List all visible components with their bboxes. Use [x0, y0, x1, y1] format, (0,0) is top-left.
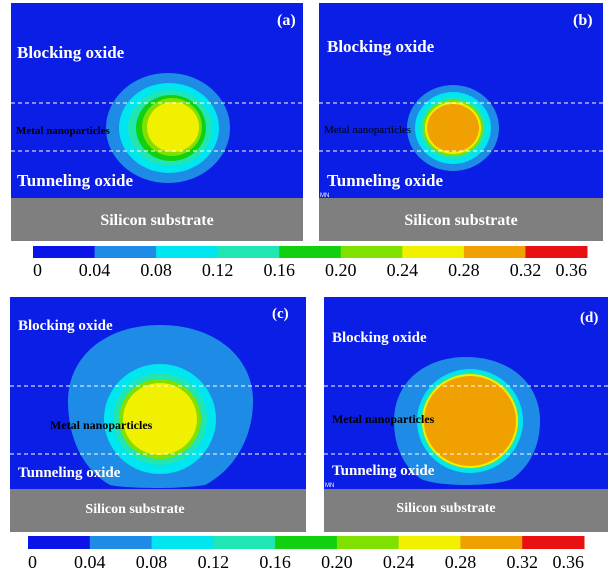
silicon-substrate-label: Silicon substrate [85, 502, 184, 517]
tunneling-oxide-label: Tunneling oxide [327, 171, 444, 190]
colorbar-tick-label: 0.12 [202, 260, 234, 280]
colorbar-tick-label: 0.08 [140, 260, 172, 280]
colorbar-tick-label: 0 [28, 552, 37, 572]
silicon-substrate-label: Silicon substrate [396, 501, 495, 516]
metal-nanoparticle-core [427, 104, 479, 152]
tunneling-oxide-label: Tunneling oxide [332, 463, 435, 479]
colorbar-segment [398, 536, 461, 549]
silicon-substrate-region [10, 489, 306, 532]
silicon-substrate-label: Silicon substrate [100, 212, 213, 229]
colorbar-segment [402, 246, 465, 258]
metal-nanoparticles-label: Metal nanoparticles [324, 124, 411, 136]
colorbar-tick-label: 0.28 [445, 552, 477, 572]
colorbar-segment [94, 246, 157, 258]
colorbar-tick-label: 0 [33, 260, 42, 280]
tunneling-oxide-label: Tunneling oxide [17, 171, 134, 190]
mn-mark: MN [320, 193, 329, 199]
tunneling-oxide-label: Tunneling oxide [18, 465, 121, 481]
metal-nanoparticle-core [123, 383, 197, 455]
blocking-oxide-label: Blocking oxide [17, 43, 125, 62]
colorbar-tick-label: 0.12 [198, 552, 230, 572]
panel-c: (c) Blocking oxide Metal nanoparticles T… [10, 297, 306, 532]
colorbar-segment [275, 536, 338, 549]
metal-nanoparticles-label: Metal nanoparticles [332, 412, 435, 426]
colorbar-tick-label: 0.04 [74, 552, 106, 572]
contour-field [106, 73, 230, 183]
colorbar-segment [213, 536, 276, 549]
colorbar-tick-label: 0.36 [553, 552, 585, 572]
silicon-substrate-region [319, 198, 603, 241]
panel-d: (d) Blocking oxide Metal nanoparticles T… [324, 297, 608, 532]
colorbar-tick-label: 0.08 [136, 552, 168, 572]
colorbar-tick-label: 0.24 [383, 552, 415, 572]
colorbar-segment [525, 246, 588, 258]
colorbar-segment [463, 246, 526, 258]
colorbar-segment [336, 536, 400, 549]
contour-field [394, 357, 540, 485]
colorbar-segment [460, 536, 523, 549]
metal-nanoparticle-core [424, 376, 516, 466]
panel-label: (c) [272, 306, 289, 322]
colorbar-segment [28, 536, 91, 549]
blocking-oxide-label: Blocking oxide [327, 37, 435, 56]
colorbar-tick-label: 0.16 [259, 552, 291, 572]
blocking-oxide-label: Blocking oxide [332, 330, 427, 346]
colorbar-tick-label: 0.32 [510, 260, 542, 280]
colorbar-segment [522, 536, 585, 549]
colorbar-segment [151, 536, 214, 549]
colorbar-segment [217, 246, 280, 258]
colorbar-tick-label: 0.28 [448, 260, 480, 280]
colorbar-tick-label: 0.16 [263, 260, 295, 280]
contour-field [68, 325, 253, 488]
colorbar-segment [33, 246, 96, 258]
colorbar-segment [279, 246, 342, 258]
silicon-substrate-label: Silicon substrate [404, 212, 517, 229]
contour-field [407, 85, 499, 171]
mn-mark: MN [325, 483, 334, 489]
colorbar-segment [340, 246, 403, 258]
metal-nanoparticles-label: Metal nanoparticles [16, 125, 111, 137]
panel-label: (d) [580, 310, 598, 326]
panel-b: (b) Blocking oxide Metal nanoparticles T… [319, 3, 603, 241]
colorbar-tick-label: 0.36 [556, 260, 588, 280]
colorbar-segment [89, 536, 153, 549]
colorbar-tick-label: 0.24 [387, 260, 419, 280]
colorbar-tick-label: 0.20 [325, 260, 357, 280]
panel-label: (b) [573, 12, 593, 29]
panel-a: (a) Blocking oxide Metal nanoparticles T… [11, 3, 303, 241]
metal-nanoparticles-label: Metal nanoparticles [50, 418, 153, 432]
colorbar-tick-label: 0.20 [321, 552, 353, 572]
blocking-oxide-label: Blocking oxide [18, 318, 113, 334]
panel-label: (a) [277, 12, 296, 29]
colorbar-top: 0 0.04 0.08 0.12 0.16 0.20 0.24 0.28 0.32 0.36 [0, 246, 614, 286]
colorbar-tick-label: 0.04 [79, 260, 111, 280]
metal-nanoparticle-core [147, 102, 199, 152]
colorbar-tick-label: 0.32 [506, 552, 538, 572]
colorbar-bottom: 0 0.04 0.08 0.12 0.16 0.20 0.24 0.28 0.32 0.36 [0, 536, 614, 576]
silicon-substrate-region [11, 198, 303, 241]
silicon-substrate-region [324, 489, 608, 532]
colorbar-segment [156, 246, 219, 258]
